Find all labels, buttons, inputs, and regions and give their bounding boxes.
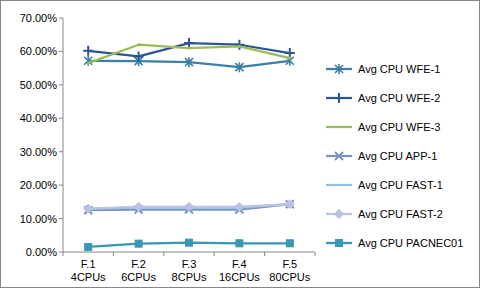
series [84, 56, 294, 72]
y-tick [59, 118, 63, 119]
legend-label: Avg CPU APP-1 [358, 150, 437, 162]
x-tick-label-line: F.4 [232, 258, 247, 270]
x-tick [315, 252, 316, 256]
legend-marker [336, 240, 343, 247]
point [235, 202, 244, 211]
x-tick-label-line: 8CPUs [172, 271, 207, 283]
point [134, 202, 143, 211]
x-tick-label: F.26CPUs [121, 258, 156, 283]
point [235, 62, 243, 72]
point [186, 239, 193, 246]
y-tick-label: 30.00% [20, 146, 58, 158]
x-tick-label-line: 4CPUs [71, 271, 106, 283]
x-tick-label-line: 6CPUs [121, 271, 156, 283]
point [184, 38, 194, 48]
x-tick-label-line: F.2 [131, 258, 146, 270]
x-tick-label-line: 16CPUs [219, 271, 260, 283]
legend-marker [335, 210, 344, 219]
x-tick-label: F.580CPUs [269, 258, 310, 283]
y-tick [59, 252, 63, 253]
x-tick [264, 252, 265, 256]
y-tick [59, 218, 63, 219]
point [134, 51, 144, 61]
legend-label: Avg CPU WFE-2 [358, 92, 440, 104]
y-tick [59, 185, 63, 186]
y-tick-label: 0.00% [26, 246, 57, 258]
legend-line [326, 126, 352, 128]
x-tick-label: F.38CPUs [172, 258, 207, 283]
legend-label: Avg CPU WFE-1 [358, 63, 440, 75]
point [135, 240, 142, 247]
series [84, 200, 295, 213]
series [83, 38, 295, 61]
series [84, 200, 294, 214]
legend-line [326, 184, 352, 186]
series-line [88, 45, 290, 63]
y-tick [59, 151, 63, 152]
legend-label: Avg CPU FAST-1 [358, 179, 443, 191]
legend-label: Avg CPU PACNEC01 [358, 237, 463, 249]
point [137, 43, 140, 46]
point [285, 200, 294, 209]
legend-label: Avg CPU FAST-2 [358, 208, 443, 220]
y-tick-label: 40.00% [20, 112, 58, 124]
x-tick [113, 252, 114, 256]
point [288, 57, 291, 60]
legend-marker [335, 152, 343, 160]
y-tick [59, 18, 63, 19]
x-axis [63, 252, 315, 253]
chart: 0.00% 10.00% 20.00% 30.00% 40.00% 50.00% 60.00… [0, 0, 480, 288]
y-axis [63, 18, 64, 252]
point [286, 240, 293, 247]
x-tick-label-line: 80CPUs [269, 271, 310, 283]
y-tick-label: 20.00% [20, 179, 58, 191]
point [286, 200, 294, 208]
point [87, 62, 90, 65]
chart-border [1, 1, 480, 288]
point [185, 57, 193, 67]
x-tick-label: F.14CPUs [71, 258, 106, 283]
y-tick-label: 60.00% [20, 45, 58, 57]
x-tick [163, 252, 164, 256]
legend: Avg CPU WFE-1 Avg CPU WFE-2 Avg CPU WFE-3 A… [326, 63, 463, 249]
x-tick [63, 252, 64, 256]
x-tick-label-line: F.3 [182, 258, 197, 270]
point [83, 46, 93, 56]
point [236, 240, 243, 247]
point [238, 45, 241, 48]
x-tick-label-line: F.1 [81, 258, 96, 270]
legend-marker [334, 93, 344, 103]
series [85, 239, 294, 250]
y-tick-label: 10.00% [20, 213, 58, 225]
legend-label: Avg CPU WFE-3 [358, 121, 440, 133]
point [85, 243, 92, 250]
x-tick-label-line: F.5 [282, 258, 297, 270]
plot-area [83, 38, 295, 250]
point [84, 204, 93, 213]
point [185, 202, 194, 211]
y-tick-label: 70.00% [20, 12, 58, 24]
point [188, 47, 191, 50]
point [84, 56, 92, 66]
x-tick-label: F.416CPUs [219, 258, 260, 283]
series [87, 43, 292, 64]
legend-marker [335, 64, 343, 74]
y-tick [59, 84, 63, 85]
y-tick [59, 51, 63, 52]
y-tick-label: 50.00% [20, 79, 58, 91]
x-tick [214, 252, 215, 256]
